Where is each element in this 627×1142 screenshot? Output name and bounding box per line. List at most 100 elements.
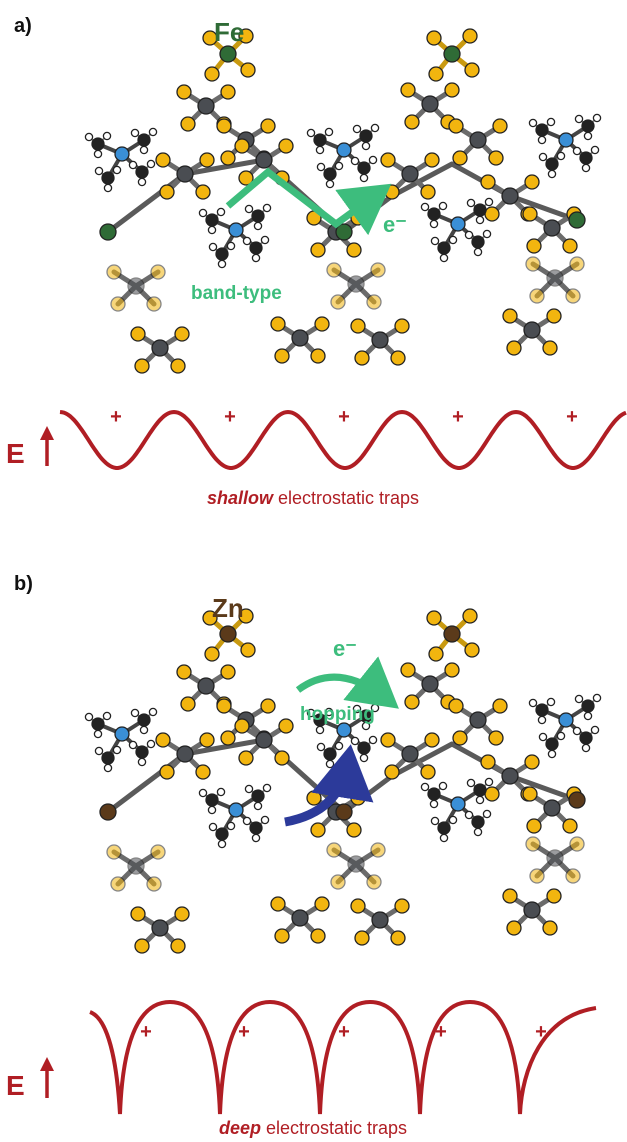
hydrogen-atom xyxy=(359,173,369,183)
sulfur-atom xyxy=(390,930,406,946)
nitrogen-atom xyxy=(336,142,352,158)
hydrogen-atom xyxy=(128,740,138,750)
methyl-carbon-atom xyxy=(313,713,327,727)
nitrogen-atom xyxy=(114,726,130,742)
hydrogen-atom xyxy=(464,230,474,240)
hydrogen-atom xyxy=(325,179,335,189)
carbon-atom xyxy=(523,321,541,339)
sulfur-atom xyxy=(370,842,386,858)
sulfur-atom xyxy=(354,930,370,946)
hydrogen-atom xyxy=(352,124,362,134)
energy-arrow-b xyxy=(40,1057,54,1098)
sulfur-atom xyxy=(216,118,232,134)
metal-atom xyxy=(443,45,461,63)
methyl-carbon-atom xyxy=(427,787,441,801)
sulfur-atom xyxy=(380,732,396,748)
sulfur-atom xyxy=(492,118,508,134)
sulfur-atom xyxy=(448,698,464,714)
sulfur-atom xyxy=(484,206,500,222)
hydrogen-atom xyxy=(262,783,272,793)
caption-b: deep electrostatic traps xyxy=(219,1118,407,1138)
hydrogen-atom xyxy=(473,827,483,837)
metal-atom xyxy=(568,791,586,809)
methyl-carbon-atom xyxy=(359,129,373,143)
sulfur-atom xyxy=(238,28,254,44)
hydrogen-atom xyxy=(102,711,112,721)
methyl-carbon-atom xyxy=(249,241,263,255)
sulfur-atom xyxy=(404,694,420,710)
sulfur-atom xyxy=(110,876,126,892)
methyl-carbon-atom xyxy=(437,821,451,835)
metal-atom xyxy=(335,803,353,821)
sulfur-atom xyxy=(106,844,122,860)
carbon-atom xyxy=(501,187,519,205)
carbon-atom xyxy=(501,767,519,785)
sulfur-atom xyxy=(238,170,254,186)
metal-atom xyxy=(443,625,461,643)
hydrogen-atom xyxy=(112,745,122,755)
hydrogen-atom xyxy=(370,123,380,133)
methyl-carbon-atom xyxy=(205,213,219,227)
sulfur-atom xyxy=(106,264,122,280)
hydrogen-atom xyxy=(574,694,584,704)
sulfur-atom xyxy=(204,66,220,82)
sulfur-atom xyxy=(522,206,538,222)
sulfur-atom xyxy=(529,288,545,304)
hydrogen-atom xyxy=(572,726,582,736)
hydrogen-atom xyxy=(482,229,492,239)
sulfur-atom xyxy=(452,730,468,746)
hydrogen-atom xyxy=(207,225,217,235)
carbon-atom xyxy=(371,331,389,349)
hydrogen-atom xyxy=(429,219,439,229)
sulfur-atom xyxy=(542,920,558,936)
sulfur-atom xyxy=(370,262,386,278)
sulfur-atom xyxy=(424,152,440,168)
hydrogen-atom xyxy=(244,784,254,794)
hydrogen-atom xyxy=(316,162,326,172)
sulfur-atom xyxy=(134,358,150,374)
hydrogen-atom xyxy=(438,781,448,791)
bond xyxy=(341,773,395,815)
hydrogen-atom xyxy=(262,203,272,213)
methyl-carbon-atom xyxy=(473,783,487,797)
hydrogen-atom xyxy=(581,743,591,753)
hydrogen-atom xyxy=(583,711,593,721)
methyl-carbon-atom xyxy=(357,161,371,175)
band-transport-arrow xyxy=(225,167,392,236)
sulfur-atom xyxy=(202,610,218,626)
carbon-atom xyxy=(197,97,215,115)
sulfur-atom xyxy=(134,938,150,954)
sulfur-atom xyxy=(569,836,585,852)
sulfur-atom xyxy=(492,698,508,714)
hydrogen-atom xyxy=(242,236,252,246)
sulfur-atom xyxy=(565,288,581,304)
positive-charge-marker: + xyxy=(435,1021,447,1043)
methyl-carbon-atom xyxy=(357,741,371,755)
hydrogen-atom xyxy=(102,131,112,141)
sulfur-atom xyxy=(452,150,468,166)
sulfur-atom xyxy=(110,296,126,312)
sulfur-atom xyxy=(400,662,416,678)
hydrogen-atom xyxy=(528,698,538,708)
sulfur-atom xyxy=(274,928,290,944)
sulfur-atom xyxy=(480,174,496,190)
methyl-carbon-atom xyxy=(91,137,105,151)
sulfur-atom xyxy=(270,896,286,912)
hydrogen-atom xyxy=(420,202,430,212)
hydrogen-atom xyxy=(590,725,600,735)
molecular-structure-b xyxy=(84,608,602,954)
sulfur-atom xyxy=(350,898,366,914)
energy-arrow-a xyxy=(40,426,54,466)
sulfur-atom xyxy=(542,340,558,356)
hydrogen-atom xyxy=(537,715,547,725)
sulfur-atom xyxy=(326,262,342,278)
sulfur-atom xyxy=(525,836,541,852)
sulfur-atom xyxy=(159,764,175,780)
hydrogen-atom xyxy=(146,159,156,169)
hydrogen-atom xyxy=(484,197,494,207)
nitrogen-atom xyxy=(228,222,244,238)
hydrogen-atom xyxy=(475,795,485,805)
hydrogen-atom xyxy=(260,815,270,825)
carbon-atom xyxy=(523,901,541,919)
carbon-atom xyxy=(421,95,439,113)
